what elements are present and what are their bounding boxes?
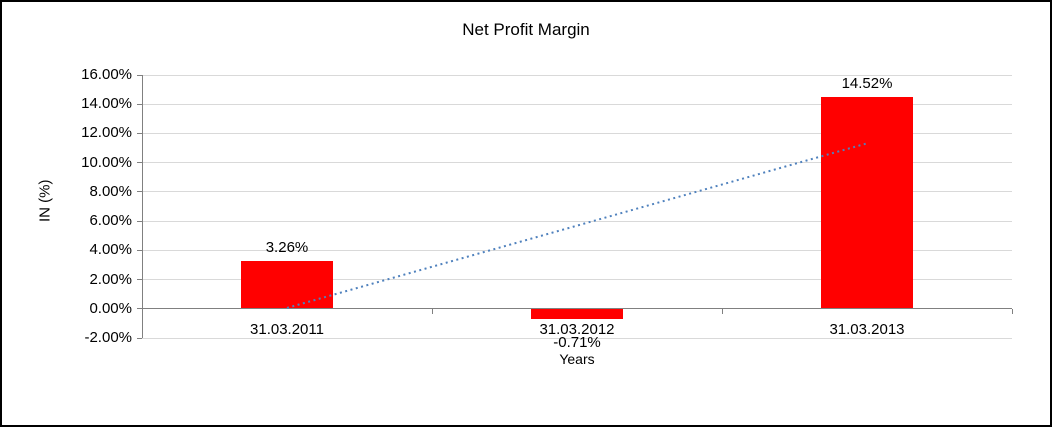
y-axis-tick-label: 12.00% (81, 124, 132, 142)
y-axis-tick (137, 162, 142, 164)
chart-title: Net Profit Margin (462, 20, 590, 39)
x-axis-title: Years (559, 351, 595, 367)
y-axis-tick-label: 14.00% (81, 95, 132, 113)
x-axis-tick (1012, 308, 1013, 314)
y-axis-line (142, 75, 143, 338)
y-axis-tick (137, 74, 142, 76)
y-axis-tick (137, 308, 142, 310)
gridline (142, 103, 1012, 105)
x-axis-tick-label: 31.03.2011 (250, 321, 324, 338)
x-axis-tick (722, 308, 723, 314)
y-axis-tick-label: 8.00% (89, 182, 132, 200)
trendline-path (286, 142, 868, 309)
y-axis-tick-label: -2.00% (84, 329, 132, 346)
data-label: 14.52% (841, 74, 893, 92)
y-axis-tick-label: 0.00% (89, 299, 132, 317)
y-axis-tick-label: 4.00% (89, 241, 132, 259)
data-label: 3.26% (265, 239, 309, 257)
gridline (142, 74, 1012, 76)
bar (821, 96, 913, 309)
y-axis-tick (137, 249, 142, 251)
y-axis-tick (137, 220, 142, 222)
gridline (142, 132, 1012, 134)
y-axis-tick (137, 103, 142, 105)
x-axis-tick (142, 308, 143, 314)
y-axis-tick-label: 6.00% (89, 212, 132, 230)
data-label: -0.71% (553, 334, 601, 351)
y-axis-tick-label: 10.00% (81, 153, 132, 171)
x-axis-tick (432, 308, 433, 314)
x-axis-tick-label: 31.03.2013 (829, 321, 905, 338)
y-axis-tick (137, 191, 142, 193)
x-axis-line (142, 308, 1012, 310)
bar (241, 261, 333, 309)
y-axis-tick (137, 132, 142, 134)
y-axis-tick-label: 2.00% (89, 270, 132, 288)
y-axis-tick (137, 337, 142, 339)
x-axis-tick-label: 31.03.2012 (539, 321, 615, 338)
y-axis-tick-label: 16.00% (81, 66, 132, 83)
gridline (142, 337, 1012, 339)
bar (531, 308, 623, 320)
y-axis-tick (137, 279, 142, 281)
